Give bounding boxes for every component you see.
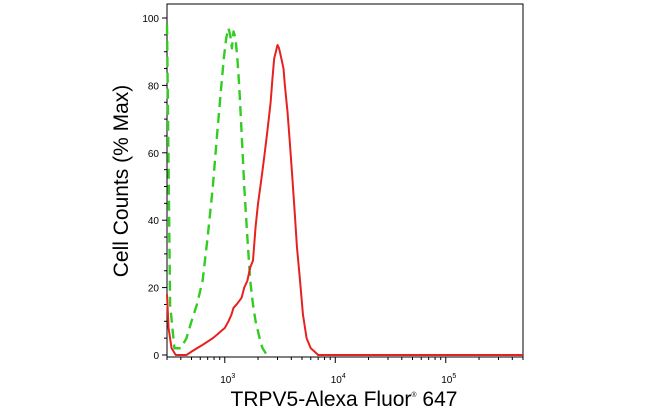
y-tick-label-40: 40: [148, 216, 160, 227]
plot-frame: [166, 3, 524, 358]
y-tick-label-0: 0: [153, 351, 159, 362]
y-tick-label-100: 100: [142, 14, 159, 25]
x-tick-base: 10: [220, 375, 232, 386]
dashed-green-series-line: [165, 24, 268, 356]
x-axis-title-main: TRPV5-Alexa Fluor: [231, 388, 412, 411]
x-tick-base: 10: [331, 375, 343, 386]
y-tick-label-20: 20: [148, 284, 160, 295]
series-layer: [165, 24, 523, 356]
x-tick-base: 10: [441, 375, 453, 386]
x-axis-title-registered-mark: ®: [411, 391, 417, 399]
y-tick-label-60: 60: [148, 149, 160, 160]
x-tick-exponent: 4: [342, 373, 346, 380]
solid-red-series-line: [166, 43, 523, 356]
x-axis-title: TRPV5-Alexa Fluor® 647: [231, 388, 458, 411]
x-tick-label-3: 103: [220, 373, 235, 386]
x-axis-title-suffix: 647: [417, 388, 458, 411]
x-axis: 103 104 105: [166, 357, 524, 386]
x-tick-exponent: 3: [231, 373, 235, 380]
x-tick-label-4: 104: [331, 373, 346, 386]
x-tick-label-5: 105: [441, 373, 456, 386]
y-axis-title: Cell Counts (% Max): [110, 85, 133, 278]
y-tick-label-80: 80: [148, 81, 160, 92]
x-tick-exponent: 5: [452, 373, 456, 380]
